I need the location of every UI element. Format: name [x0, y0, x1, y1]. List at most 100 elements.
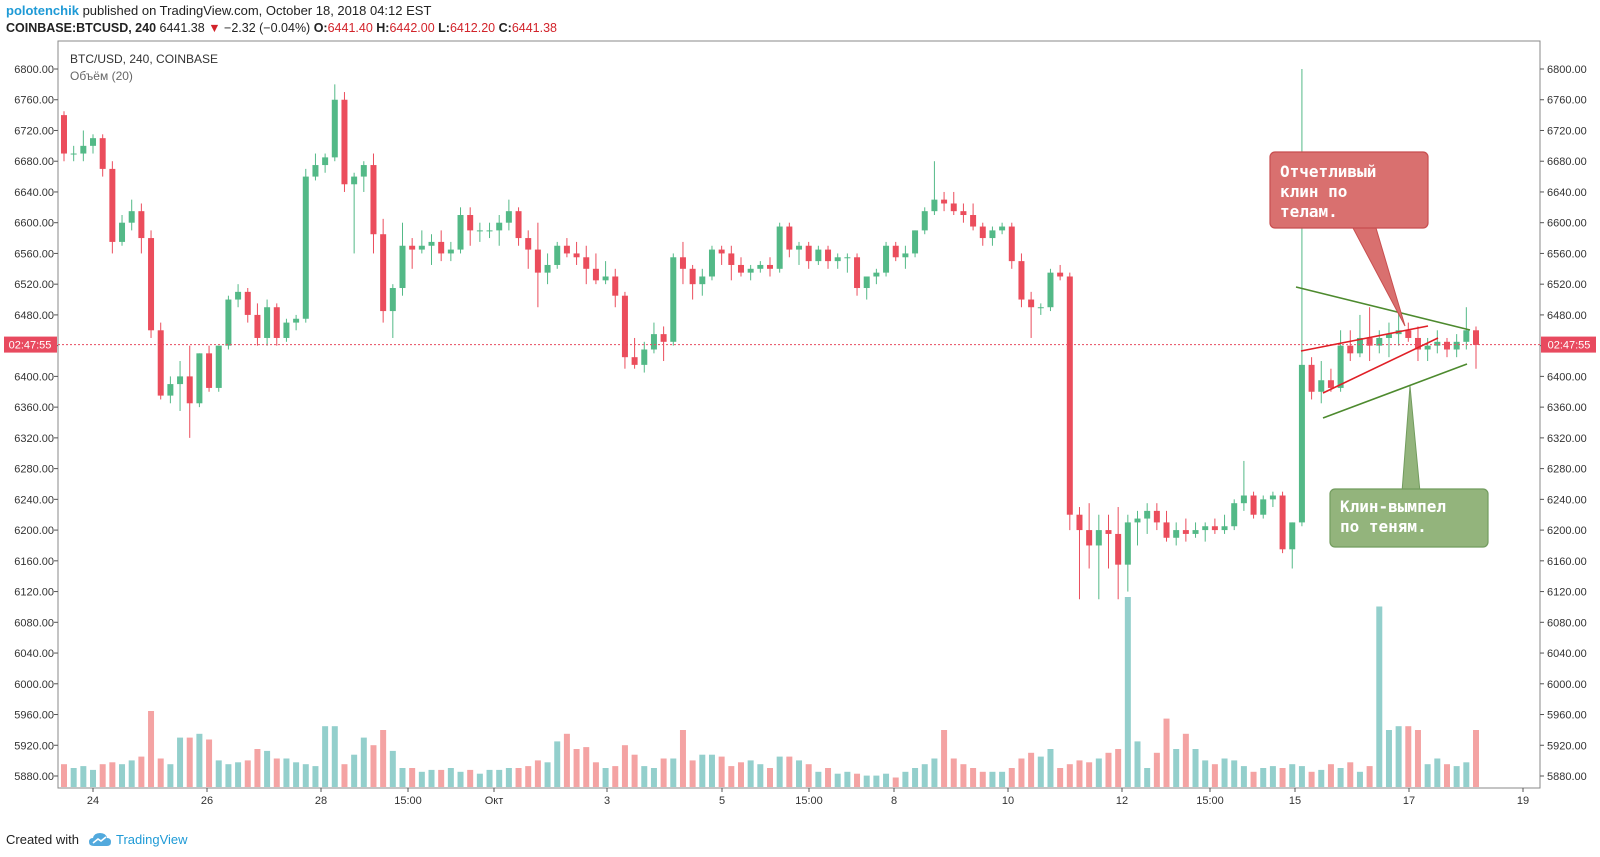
x-tick-label: 8 — [891, 795, 897, 807]
volume-bar — [90, 769, 97, 787]
volume-bar — [999, 771, 1006, 787]
candle-body — [206, 353, 213, 388]
volume-bar — [293, 762, 300, 787]
volume-bar — [486, 769, 493, 787]
volume-bar — [825, 768, 832, 787]
volume-bar — [505, 768, 512, 787]
volume-bar — [351, 754, 358, 787]
publish-info: published on TradingView.com, October 18… — [82, 3, 432, 18]
volume-bar — [941, 730, 948, 787]
chart-title: BTC/USD, 240, COINBASE — [70, 52, 218, 66]
candle-body — [1250, 495, 1257, 515]
volume-bar — [322, 726, 329, 787]
y-tick-label-right: 6520.00 — [1547, 279, 1587, 291]
volume-bar — [767, 768, 773, 787]
candle-body — [1221, 526, 1228, 531]
volume-bar — [670, 758, 677, 787]
candle-body — [196, 353, 203, 404]
candle-body — [854, 257, 861, 289]
author-name[interactable]: polotenchik — [6, 3, 79, 18]
volume-bar — [873, 775, 880, 787]
y-tick-label-left: 6280.00 — [14, 464, 54, 476]
candle-body — [970, 215, 977, 227]
y-tick-label-right: 6760.00 — [1547, 95, 1587, 107]
wedge-lines[interactable] — [1295, 286, 1471, 419]
candle-body — [1318, 380, 1325, 392]
last-price: 6441.38 — [159, 21, 205, 35]
candle-body — [505, 211, 512, 223]
candle-body — [1124, 522, 1131, 565]
red-callout-box — [1269, 151, 1429, 229]
volume-bar — [1250, 771, 1257, 787]
candle-body — [244, 291, 251, 315]
volume-bar — [989, 771, 996, 787]
x-tick-label: 15 — [1289, 795, 1301, 807]
volume-bar — [786, 756, 793, 787]
y-tick-label-right: 6000.00 — [1547, 679, 1587, 691]
x-tick-label: 15:00 — [394, 795, 422, 807]
green-callout[interactable]: Клин-вымпел по теням. — [1329, 385, 1489, 548]
candle-body — [1037, 307, 1044, 309]
volume-bar — [418, 771, 425, 787]
volume-bar — [1115, 749, 1122, 787]
candle-body — [254, 314, 261, 338]
volume-bar — [1231, 760, 1238, 787]
volume-bar — [312, 766, 319, 787]
low-label: L: — [438, 21, 450, 35]
volume-bar — [631, 754, 638, 787]
volume-bar — [1037, 756, 1044, 787]
candle-body — [312, 165, 319, 177]
open-label: O: — [313, 21, 328, 35]
candle-body — [109, 168, 116, 242]
volume-bar — [1356, 771, 1363, 787]
y-tick-label-left: 6480.00 — [14, 310, 54, 322]
candle-body — [293, 318, 300, 323]
volume-bar — [1086, 762, 1093, 787]
volume-bar — [1173, 749, 1180, 787]
price-label-left-bg — [4, 336, 57, 353]
candle-body — [302, 176, 309, 319]
volume-bar — [1405, 726, 1412, 787]
candle-body — [1240, 495, 1247, 504]
y-tick-label-right: 5880.00 — [1547, 771, 1587, 783]
x-tick-label: 26 — [201, 795, 213, 807]
footer-brand-link[interactable]: TradingView — [116, 832, 188, 847]
candle-body — [883, 245, 890, 273]
volume-bar — [273, 758, 280, 787]
candle-body — [1298, 364, 1305, 523]
volume-bar — [737, 762, 744, 787]
y-tick-label-left: 5960.00 — [14, 710, 54, 722]
volume-bar — [525, 766, 532, 787]
red-callout-line-3: телам. — [1280, 202, 1338, 221]
candle-body — [428, 241, 435, 246]
candle-body — [786, 226, 793, 250]
tradingview-cloud-icon — [88, 833, 111, 846]
candle-body — [728, 253, 735, 265]
volume-bar — [970, 768, 977, 787]
volume-bar — [950, 758, 957, 787]
y-tick-label-left: 6560.00 — [14, 248, 54, 260]
low-value: 6412.20 — [449, 21, 496, 35]
volume-bar — [1289, 764, 1296, 787]
red-callout[interactable]: Отчетливый клин по телам. — [1269, 151, 1429, 327]
candle-body — [90, 138, 97, 146]
volume-bar — [796, 760, 803, 787]
y-tick-label-right: 6280.00 — [1547, 464, 1587, 476]
volume-bar — [1124, 597, 1131, 787]
candle-body — [1047, 272, 1054, 308]
volume-bar — [302, 764, 309, 787]
candle-body — [1327, 380, 1334, 388]
volume-bar — [1337, 768, 1344, 787]
candle-body — [138, 211, 145, 239]
candle-body — [1231, 503, 1238, 527]
volume-bar — [583, 747, 590, 787]
volume-bar — [438, 769, 445, 787]
volume-bar — [660, 758, 667, 787]
candle-body — [573, 253, 580, 258]
green-callout-box — [1329, 488, 1489, 548]
candle-body — [1269, 495, 1276, 500]
candle-body — [457, 215, 464, 250]
y-axis-ticks: 6800.00 6800.00 6760.00 6760.00 6720.00 6720.… — [14, 64, 1587, 783]
volume-bar — [1318, 769, 1325, 787]
